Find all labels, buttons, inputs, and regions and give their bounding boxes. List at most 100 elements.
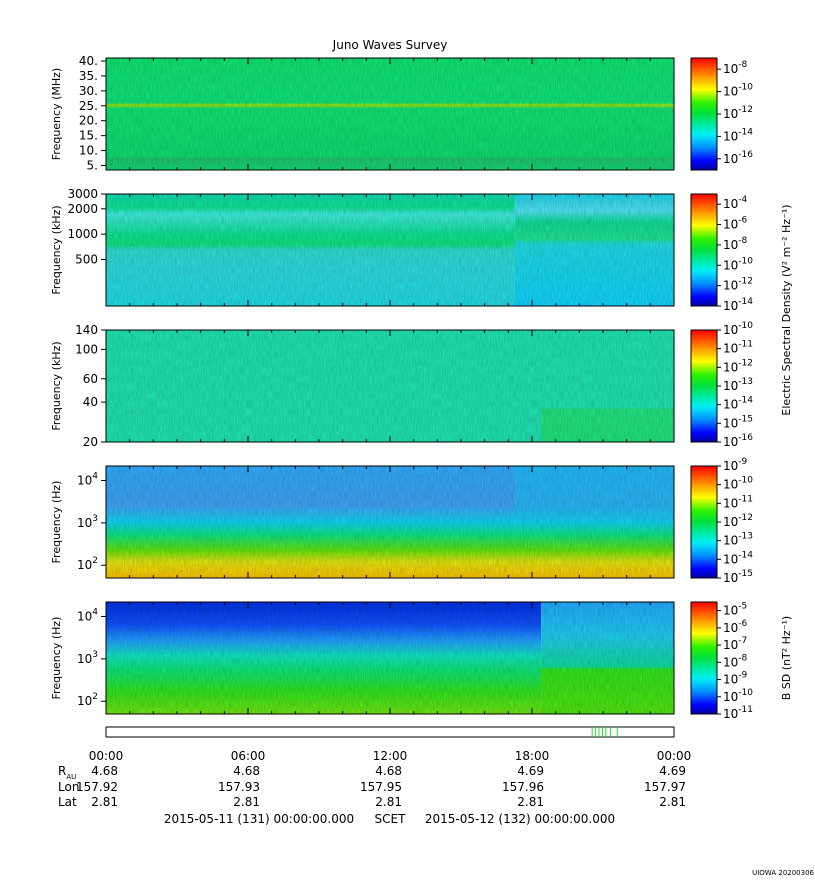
ephemeris-value: 4.69 — [517, 764, 544, 778]
colorbar-tick-label: 10-12 — [723, 277, 753, 293]
colorbar-label: Electric Spectral Density (V² m⁻² Hz⁻¹) — [780, 204, 793, 415]
spectrogram-texture — [106, 194, 674, 306]
colorbar-tick-label: 10-6 — [723, 216, 748, 232]
time-axis: 00:00 06:00 12:00 18:00 00:00 RAU 4.68 4.68 4.68… — [58, 749, 691, 809]
colorbar-4: 10-9 10-10 10-11 10-12 10-13 10-14 10-15 — [690, 457, 753, 585]
y-tick-label: 10. — [79, 144, 98, 158]
colorbar-tick-label: 10-8 — [723, 60, 748, 76]
y-tick-label: 1000 — [67, 227, 98, 241]
spectrogram-texture — [106, 330, 674, 442]
y-axis-label: Frequency (MHz) — [50, 68, 63, 160]
y-tick-label: 20 — [83, 435, 98, 449]
colorbar-scale — [690, 465, 718, 579]
y-tick-label: 25. — [79, 99, 98, 113]
chart-title: Juno Waves Survey — [332, 38, 448, 52]
colorbar-tick-label: 10-14 — [723, 297, 753, 313]
colorbar-scale — [690, 329, 718, 443]
colorbar-tick-label: 10-10 — [723, 83, 753, 99]
colorbar-scale — [690, 57, 718, 171]
colorbar-tick-label: 10-16 — [723, 150, 753, 166]
y-tick-label: 15. — [79, 129, 98, 143]
colorbar-tick-label: 10-12 — [723, 105, 753, 121]
ephemeris-value: 2.81 — [375, 795, 402, 809]
y-tick-label: 104 — [77, 472, 98, 488]
colorbar-tick-label: 10-10 — [723, 476, 753, 492]
credit-label: UIOWA 20200306 — [752, 869, 814, 877]
ephemeris-value: 4.68 — [91, 764, 118, 778]
colorbar-2: 10-4 10-6 10-8 10-10 10-12 10-14 Electric Spec… — [690, 193, 793, 416]
colorbar-tick-label: 10-9 — [723, 671, 748, 687]
y-tick-label: 103 — [77, 514, 98, 530]
y-tick-label: 60 — [83, 372, 98, 386]
time-label: 00:00 — [657, 749, 692, 763]
colorbar-tick-label: 10-10 — [723, 688, 753, 704]
colorbar-tick-label: 10-6 — [723, 619, 748, 635]
y-tick-label: 30. — [79, 84, 98, 98]
footer-time-system: SCET — [375, 812, 407, 826]
y-tick-label: 40 — [83, 395, 98, 409]
footer-start-time: 2015-05-11 (131) 00:00:00.000 — [164, 812, 354, 826]
y-tick-label: 2000 — [67, 202, 98, 216]
ephemeris-value: 2.81 — [233, 795, 260, 809]
colorbar-tick-label: 10-14 — [723, 550, 753, 566]
ephemeris-value: 157.92 — [76, 780, 118, 794]
colorbar-tick-label: 10-5 — [723, 602, 747, 618]
y-tick-label: 102 — [77, 556, 98, 572]
y-axis-label: Frequency (Hz) — [50, 617, 63, 700]
colorbar-tick-label: 10-14 — [723, 396, 753, 412]
y-tick-label: 500 — [75, 252, 98, 266]
ephemeris-name: Lon — [58, 780, 79, 794]
time-label: 06:00 — [231, 749, 266, 763]
colorbar-tick-label: 10-16 — [723, 433, 753, 449]
ephemeris-value: 2.81 — [517, 795, 544, 809]
colorbar-tick-label: 10-7 — [723, 636, 747, 652]
y-axis-label: Frequency (kHz) — [50, 341, 63, 430]
colorbar-tick-label: 10-12 — [723, 513, 753, 529]
colorbar-tick-label: 10-14 — [723, 127, 753, 143]
spectrogram-texture — [106, 58, 674, 170]
time-label: 18:00 — [515, 749, 550, 763]
colorbar-label: B SD (nT² Hz⁻¹) — [780, 616, 793, 700]
colorbar-tick-label: 10-11 — [723, 705, 753, 721]
spectrogram-texture — [106, 602, 674, 714]
spectrogram-texture — [106, 466, 674, 578]
time-label: 00:00 — [89, 749, 124, 763]
colorbar-tick-label: 10-10 — [723, 256, 753, 272]
y-axis-label: Frequency (Hz) — [50, 481, 63, 564]
y-tick-label: 103 — [77, 650, 98, 666]
ephemeris-value: 157.93 — [218, 780, 260, 794]
ephemeris-value: 157.97 — [644, 780, 686, 794]
y-axis-label: Frequency (kHz) — [50, 205, 63, 294]
ephemeris-name: Lat — [58, 795, 77, 809]
ephemeris-value: 2.81 — [659, 795, 686, 809]
footer-end-time: 2015-05-12 (132) 00:00:00.000 — [425, 812, 615, 826]
colorbar-tick-label: 10-8 — [723, 236, 748, 252]
ephemeris-value: 2.81 — [91, 795, 118, 809]
y-tick-label: 104 — [77, 608, 98, 624]
colorbar-tick-label: 10-8 — [723, 653, 748, 669]
colorbar-3: 10-10 10-11 10-12 10-13 10-14 10-15 10-16 — [690, 321, 753, 449]
y-tick-label: 3000 — [67, 187, 98, 201]
ephemeris-value: 4.68 — [233, 764, 260, 778]
y-tick-label: 100 — [75, 342, 98, 356]
y-tick-label: 140 — [75, 323, 98, 337]
event-strip — [105, 726, 675, 738]
colorbar-tick-label: 10-11 — [723, 494, 753, 510]
colorbar-tick-label: 10-4 — [723, 195, 748, 211]
colorbar-tick-label: 10-9 — [723, 457, 748, 473]
y-tick-label: 35. — [79, 69, 98, 83]
colorbar-tick-label: 10-11 — [723, 340, 753, 356]
footer: 2015-05-11 (131) 00:00:00.000 SCET 2015-… — [164, 812, 615, 826]
ephemeris-name: RAU — [58, 764, 76, 781]
colorbar-tick-label: 10-15 — [723, 569, 753, 585]
colorbar-tick-label: 10-15 — [723, 414, 753, 430]
colorbar-tick-label: 10-13 — [723, 532, 753, 548]
ephemeris-value: 4.68 — [375, 764, 402, 778]
colorbar-scale — [690, 601, 718, 715]
